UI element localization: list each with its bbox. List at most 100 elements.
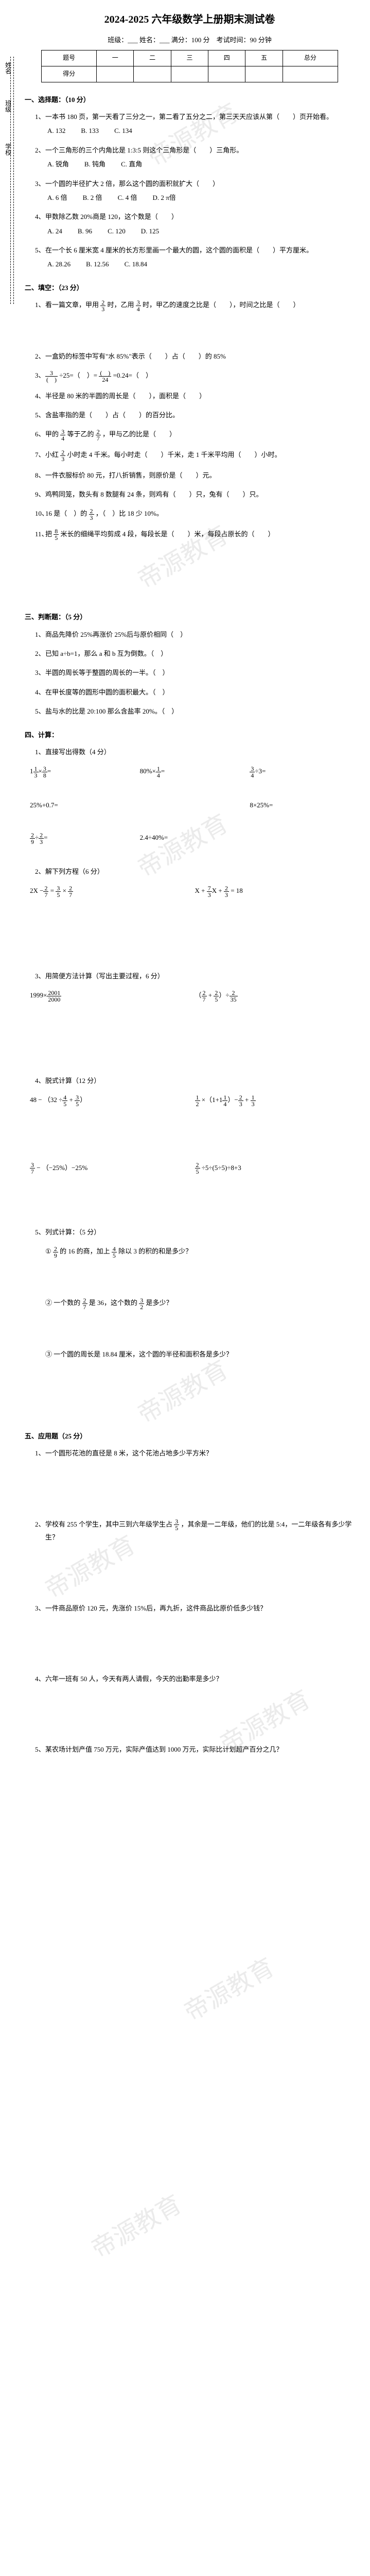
side-class: 班级 xyxy=(2,100,13,112)
t: 含盐率指的是（ ）占（ ）的百分比。 xyxy=(45,411,179,419)
q4-5-3: ③ 一个圆的周长是 18.84 厘米，这个圆的半径和面积各是多少？ xyxy=(25,1348,355,1360)
q5-4: 4、六年一班有 50 人，今天有两人请假，今天的出勤率是多少？ xyxy=(25,1673,355,1685)
calc-row: 113×38= 80%×14= 34÷3= xyxy=(25,765,355,778)
q5-5: 5、某农场计划产值 750 万元，实际产值达到 1000 万元，实际比计划超产百… xyxy=(25,1743,355,1755)
opt: C. 4 倍 xyxy=(118,192,137,204)
q1-5: 5、在一个长 6 厘米宽 4 厘米的长方形里画一个最大的圆，这个圆的面积是（ ）… xyxy=(25,244,355,270)
calc-row: 1999×20012000 （27 + 25）÷235 xyxy=(25,989,355,1003)
q1-4: 4、甲数除乙数 20%商是 120，这个数是（ ） A. 24B. 96C. 1… xyxy=(25,211,355,237)
opt: D. 2 π倍 xyxy=(152,192,175,204)
frac: 34 xyxy=(136,299,141,312)
t: 半径是 80 米的半圆的周长是（ ），面积是（ ） xyxy=(45,392,206,400)
section-title: 三、判断题：（5 分） xyxy=(25,611,355,623)
section-title: 二、填空：（23 分） xyxy=(25,282,355,294)
calc: 1999×20012000 xyxy=(25,989,190,1003)
t: 解下列方程（6 分） xyxy=(45,868,104,875)
t: 脱式计算（12 分） xyxy=(45,1077,100,1084)
th: 三 xyxy=(171,50,208,66)
q2-5: 5、含盐率指的是（ ）占（ ）的百分比。 xyxy=(25,409,355,421)
t: 已知 a÷b=1，那么 a 和 b 互为倒数。（ ） xyxy=(45,650,167,657)
q2-4: 4、半径是 80 米的半圆的周长是（ ），面积是（ ） xyxy=(25,390,355,402)
t: 16 是（ ）的 xyxy=(45,510,87,517)
t: ，甲与乙的比是（ ） xyxy=(102,430,176,438)
q3-1: 1、商品先降价 25%再涨价 25%后与原价相同（ ） xyxy=(25,629,355,640)
q5-2: 2、 学校有 255 个学生，其中三到六年级学生占 35 ，其余是一二年级，他们… xyxy=(25,1518,355,1544)
t: 半圆的周长等于整圆的周长的一半。（ ） xyxy=(45,669,169,676)
th: 题号 xyxy=(42,50,97,66)
t: 时，甲乙的速度之比是（ ），时间之比是（ ） xyxy=(143,301,300,309)
q2-6: 6、 甲的 34 等于乙的 27 ，甲与乙的比是（ ） xyxy=(25,428,355,442)
calc-row: 37 − （−25%）−25% 25 ÷5÷(5÷5)÷8+3 xyxy=(25,1162,355,1175)
t: 某农场计划产值 750 万元，实际产值达到 1000 万元，实际比计划超产百分之… xyxy=(45,1745,283,1753)
sub3: 3、用简便方法计算（写出主要过程，6 分） xyxy=(25,970,355,982)
q3-3: 3、半圆的周长等于整圆的周长的一半。（ ） xyxy=(25,667,355,679)
sub5: 5、列式计算：（5 分） xyxy=(25,1226,355,1238)
th: 五 xyxy=(245,50,283,66)
qtext: 在一个长 6 厘米宽 4 厘米的长方形里画一个最大的圆，这个圆的面积是（ ）平方… xyxy=(45,246,313,254)
calc: 80%×14= xyxy=(135,765,245,778)
title: 2024-2025 六年级数学上册期末测试卷 xyxy=(25,10,355,29)
t: 小时走 4 千米。每小时走（ ）千米，走 1 千米平均用（ ）小时。 xyxy=(67,451,281,459)
t: 用简便方法计算（写出主要过程，6 分） xyxy=(45,972,164,980)
calc-row: 2X −27 = 35 × 27 X + 73X + 23 = 18 xyxy=(25,885,355,898)
q3-4: 4、在甲长度等的圆形中圆的面积最大。（ ） xyxy=(25,686,355,698)
calc: 8×25%= xyxy=(244,799,355,811)
frac: ( )24 xyxy=(99,370,111,383)
td xyxy=(208,66,245,82)
t: 盐与水的比是 20:100 那么含盐率 20%。（ ） xyxy=(45,707,178,715)
t: 在甲长度等的圆形中圆的面积最大。（ ） xyxy=(45,688,169,696)
sub1: 1、直接写出得数（4 分） xyxy=(25,746,355,758)
frac: 23 xyxy=(89,508,94,521)
t: 列式计算：（5 分） xyxy=(45,1228,100,1236)
opt: C. 134 xyxy=(114,125,132,137)
t: ÷25=（ ）= xyxy=(59,371,97,379)
t: 六年一班有 50 人，今天有两人请假，今天的出勤率是多少？ xyxy=(45,1675,223,1683)
t: =0.24=（ ） xyxy=(113,371,152,379)
q2-11: 11、 把 85 米长的细绳平均剪成 4 段，每段长是（ ）米，每段占原长的（ … xyxy=(25,528,355,541)
calc: 12 ×（1+114）−23 + 13 xyxy=(190,1094,355,1107)
q3-2: 2、已知 a÷b=1，那么 a 和 b 互为倒数。（ ） xyxy=(25,648,355,659)
t: 米长的细绳平均剪成 4 段，每段长是（ ）米，每段占原长的（ ） xyxy=(61,530,275,538)
opt: B. 钝角 xyxy=(84,158,105,170)
t: 一个圆的周长是 18.84 厘米，这个圆的半径和面积各是多少？ xyxy=(54,1350,233,1358)
calc: 48 − （32 ÷45 + 35） xyxy=(25,1094,190,1107)
t: 一个圆形花池的直径是 8 米，这个花池占地多少平方米？ xyxy=(45,1449,213,1457)
t: 看一篇文章，甲用 xyxy=(45,301,99,309)
th: 总分 xyxy=(283,50,338,66)
opt: B. 133 xyxy=(81,125,99,137)
t: ，（ ）比 18 少 10%。 xyxy=(96,510,163,517)
t: 直接写出得数（4 分） xyxy=(45,748,111,756)
t: 学校有 255 个学生，其中三到六年级学生占 xyxy=(45,1520,172,1528)
t: 时，乙用 xyxy=(108,301,134,309)
watermark: 帝源教育 xyxy=(83,2183,190,2272)
calc: 29÷23= xyxy=(25,832,135,845)
q5-3: 3、一件商品原价 120 元，先涨价 15%后，再九折，这件商品比原价低多少钱？ xyxy=(25,1602,355,1614)
t: 一件商品原价 120 元，先涨价 15%后，再九折，这件商品比原价低多少钱？ xyxy=(45,1604,267,1612)
frac: 23 xyxy=(100,299,105,312)
opt: A. 132 xyxy=(47,125,65,137)
qtext: 一本书 180 页，第一天看了三分之一，第二看了五分之二，第三天天应该从第（ ）… xyxy=(45,113,333,121)
t: 一件衣服标价 80 元，打八折销售，则原价是（ ）元。 xyxy=(45,471,216,479)
section-2: 二、填空：（23 分） 1、 看一篇文章，甲用 23 时，乙用 34 时，甲乙的… xyxy=(25,282,355,541)
q3-5: 5、盐与水的比是 20:100 那么含盐率 20%。（ ） xyxy=(25,705,355,717)
section-5: 五、应用题（25 分） 1、一个圆形花池的直径是 8 米，这个花池占地多少平方米… xyxy=(25,1430,355,1815)
t: 甲的 xyxy=(45,430,59,438)
sub2: 2、解下列方程（6 分） xyxy=(25,866,355,877)
section-title: 四、计算： xyxy=(25,729,355,741)
calc: （27 + 25）÷235 xyxy=(190,989,355,1003)
opt: C. 18.84 xyxy=(125,258,147,270)
frac: 35 xyxy=(174,1518,179,1531)
frac: 85 xyxy=(54,528,59,541)
frac: 23 xyxy=(60,449,65,462)
opt: C. 直角 xyxy=(121,158,142,170)
watermark: 帝源教育 xyxy=(175,1946,283,2035)
t: 小红 xyxy=(45,451,59,459)
side-name: 姓名 xyxy=(2,62,13,74)
opt: B. 2 倍 xyxy=(83,192,102,204)
calc: 25 ÷5÷(5÷5)÷8+3 xyxy=(190,1162,355,1175)
calc: 2.4÷40%= xyxy=(135,832,245,845)
q4-5-1: ① 29 的 16 的商，加上 45 除以 3 的积的和是多少？ xyxy=(25,1245,355,1259)
q2-9: 9、鸡鸭同笼，数头有 8 数腿有 24 条，则鸡有（ ）只，兔有（ ）只。 xyxy=(25,488,355,500)
q4-5-2: ② 一个数的 27 是 36，这个数的 32 是多少？ xyxy=(25,1297,355,1310)
section-title: 一、选择题：（10 分） xyxy=(25,94,355,106)
